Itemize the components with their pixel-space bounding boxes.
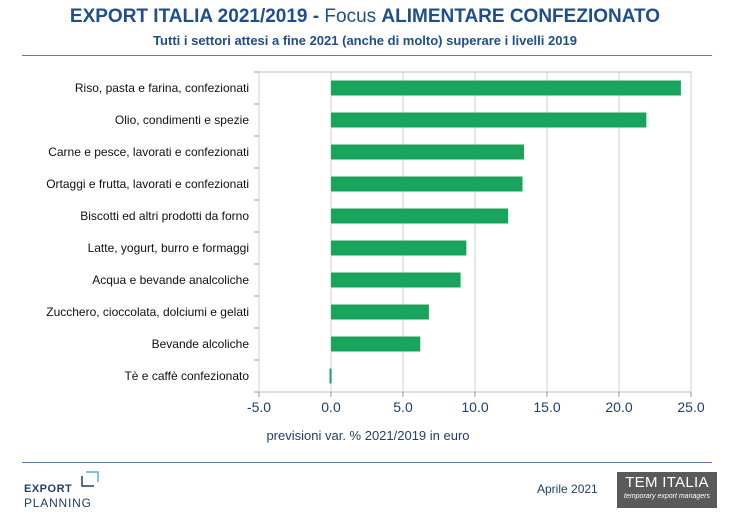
category-label: Biscotti ed altri prodotti da forno xyxy=(80,209,249,223)
bar xyxy=(331,112,647,128)
bottom-divider xyxy=(22,462,712,463)
bar xyxy=(331,336,421,352)
category-label: Tè e caffè confezionato xyxy=(124,369,249,383)
title-part-2: Focus xyxy=(324,6,382,27)
top-divider xyxy=(22,55,712,56)
category-label: Carne e pesce, lavorati e confezionati xyxy=(48,145,249,159)
x-axis-title: previsioni var. % 2021/2019 in euro xyxy=(266,428,469,443)
bar-chart: -5.0 0.0 5.0 10.0 15.0 20.0 25.0 Riso, pasta e … xyxy=(46,71,705,443)
category-label: Riso, pasta e farina, confezionati xyxy=(75,81,249,95)
bar xyxy=(331,272,461,288)
category-label: Acqua e bevande analcoliche xyxy=(92,273,249,287)
bar xyxy=(331,240,467,256)
tem-brand-name: TEM ITALIA xyxy=(625,474,709,491)
chart-title: EXPORT ITALIA 2021/2019 - Focus ALIMENTA… xyxy=(0,6,730,28)
tem-italia-logo: TEM ITALIA temporary export managers xyxy=(617,472,717,508)
category-label: Olio, condimenti e spezie xyxy=(115,113,249,127)
bar xyxy=(331,144,524,160)
x-tick-label: 0.0 xyxy=(321,399,341,415)
logo-text-export: EXPORT xyxy=(24,483,73,495)
title-part-1: EXPORT ITALIA 2021/2019 - xyxy=(69,6,325,27)
logo-text-planning: PLANNING xyxy=(24,496,92,510)
category-label: Latte, yogurt, burro e formaggi xyxy=(88,241,249,255)
publication-date: Aprile 2021 xyxy=(537,482,598,496)
category-label: Zucchero, cioccolata, dolciumi e gelati xyxy=(46,305,249,319)
bar xyxy=(331,80,681,96)
x-tick-label: -5.0 xyxy=(247,399,271,415)
bar xyxy=(329,368,332,384)
logo-mark-icon xyxy=(81,471,99,487)
category-label: Ortaggi e frutta, lavorati e confezionat… xyxy=(46,177,249,191)
export-planning-logo: EXPORT PLANNING xyxy=(24,468,114,512)
x-tick-label: 20.0 xyxy=(605,399,632,415)
x-tick-label: 15.0 xyxy=(533,399,560,415)
title-part-3: ALIMENTARE CONFEZIONATO xyxy=(381,6,661,27)
bar xyxy=(331,304,429,320)
bar xyxy=(331,176,523,192)
bar xyxy=(331,208,509,224)
chart-subtitle: Tutti i settori attesi a fine 2021 (anch… xyxy=(153,33,577,48)
x-tick-label: 10.0 xyxy=(461,399,488,415)
category-label: Bevande alcoliche xyxy=(152,337,250,351)
x-tick-label: 25.0 xyxy=(677,399,704,415)
x-tick-label: 5.0 xyxy=(393,399,413,415)
tem-brand-tagline: temporary export managers xyxy=(624,493,710,500)
